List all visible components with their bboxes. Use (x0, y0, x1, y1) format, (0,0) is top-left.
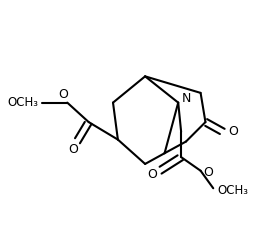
Text: OCH₃: OCH₃ (7, 96, 38, 109)
Text: O: O (58, 88, 68, 101)
Text: O: O (147, 168, 157, 181)
Text: N: N (181, 92, 191, 105)
Text: O: O (68, 143, 78, 156)
Text: O: O (228, 125, 238, 138)
Text: OCH₃: OCH₃ (217, 184, 248, 197)
Text: O: O (203, 166, 213, 179)
